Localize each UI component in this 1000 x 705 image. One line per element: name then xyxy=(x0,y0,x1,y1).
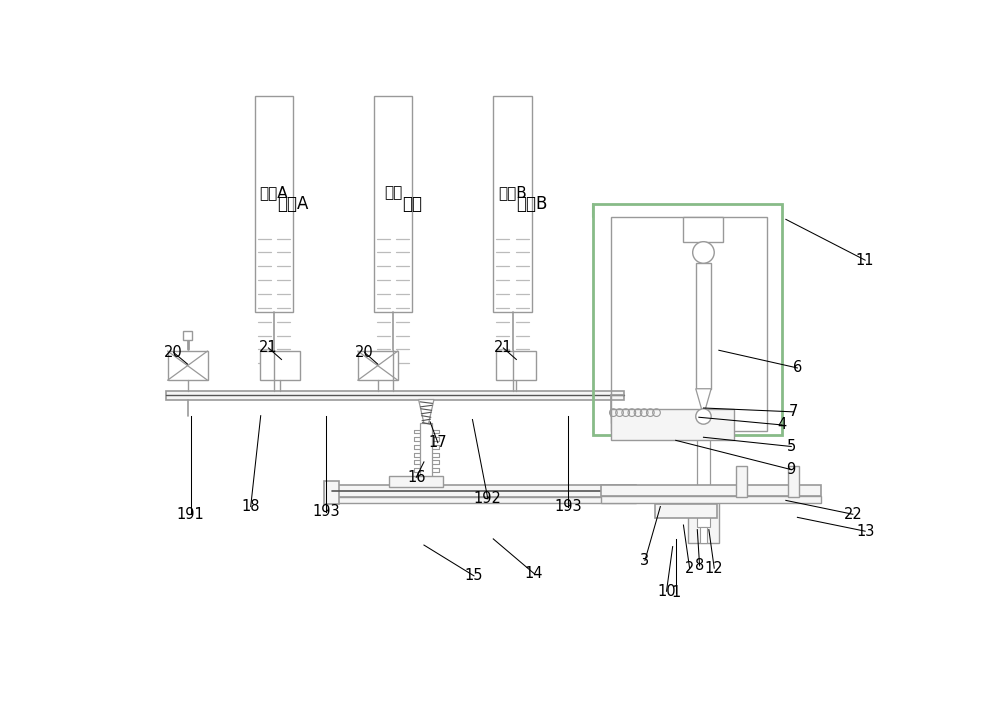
Bar xyxy=(700,527,707,543)
Bar xyxy=(601,485,820,496)
Bar xyxy=(788,466,799,496)
Bar xyxy=(696,263,711,388)
Bar xyxy=(332,485,636,497)
Text: 193: 193 xyxy=(312,505,340,520)
Bar xyxy=(260,351,300,380)
Bar xyxy=(389,476,443,486)
Bar xyxy=(324,481,339,504)
Text: 21: 21 xyxy=(259,341,278,355)
Polygon shape xyxy=(696,388,711,410)
Text: 20: 20 xyxy=(355,345,374,360)
Text: 9: 9 xyxy=(787,462,796,477)
Text: 3: 3 xyxy=(640,553,650,568)
Bar xyxy=(358,351,398,380)
Text: 2: 2 xyxy=(685,560,694,576)
Text: 192: 192 xyxy=(474,491,502,506)
Text: 193: 193 xyxy=(554,499,582,514)
Text: 18: 18 xyxy=(241,499,260,514)
Text: 1: 1 xyxy=(671,585,680,600)
Text: 15: 15 xyxy=(465,568,483,583)
Text: 6: 6 xyxy=(793,360,802,376)
Bar xyxy=(611,410,696,422)
Bar xyxy=(493,96,532,312)
Text: 20: 20 xyxy=(164,345,183,360)
Text: 溶剂: 溶剂 xyxy=(384,185,402,200)
Text: 21: 21 xyxy=(494,341,513,355)
Text: 溶剂: 溶剂 xyxy=(402,195,422,213)
Text: 10: 10 xyxy=(657,584,676,599)
Text: 组分B: 组分B xyxy=(498,185,527,200)
Text: 17: 17 xyxy=(428,435,447,450)
Bar xyxy=(374,96,412,312)
Text: 14: 14 xyxy=(525,566,543,581)
Bar xyxy=(593,204,782,435)
Bar xyxy=(168,351,208,380)
Text: 组分B: 组分B xyxy=(516,195,547,213)
Text: 4: 4 xyxy=(777,417,787,432)
Polygon shape xyxy=(419,400,434,424)
Text: 组分A: 组分A xyxy=(277,195,309,213)
Bar xyxy=(166,391,624,400)
Text: 11: 11 xyxy=(856,252,874,268)
Bar xyxy=(183,331,192,341)
Text: 5: 5 xyxy=(787,439,796,454)
Bar xyxy=(611,409,734,440)
Circle shape xyxy=(696,409,711,424)
Bar xyxy=(683,217,723,242)
Text: 16: 16 xyxy=(407,470,426,485)
Bar xyxy=(736,466,747,496)
Text: 13: 13 xyxy=(856,524,874,539)
Text: 12: 12 xyxy=(705,560,724,576)
Text: 191: 191 xyxy=(177,507,205,522)
Bar xyxy=(697,424,710,496)
Text: 组分A: 组分A xyxy=(259,185,288,200)
Bar xyxy=(420,424,432,477)
Bar xyxy=(255,96,293,312)
Bar xyxy=(655,504,717,518)
Bar xyxy=(688,501,719,543)
Bar xyxy=(496,351,536,380)
Text: 8: 8 xyxy=(695,558,704,573)
Bar xyxy=(332,497,636,503)
Bar xyxy=(611,217,767,431)
Bar xyxy=(601,496,820,503)
Circle shape xyxy=(693,242,714,263)
Bar xyxy=(697,504,710,527)
Text: 7: 7 xyxy=(789,405,798,419)
Text: 22: 22 xyxy=(843,507,862,522)
